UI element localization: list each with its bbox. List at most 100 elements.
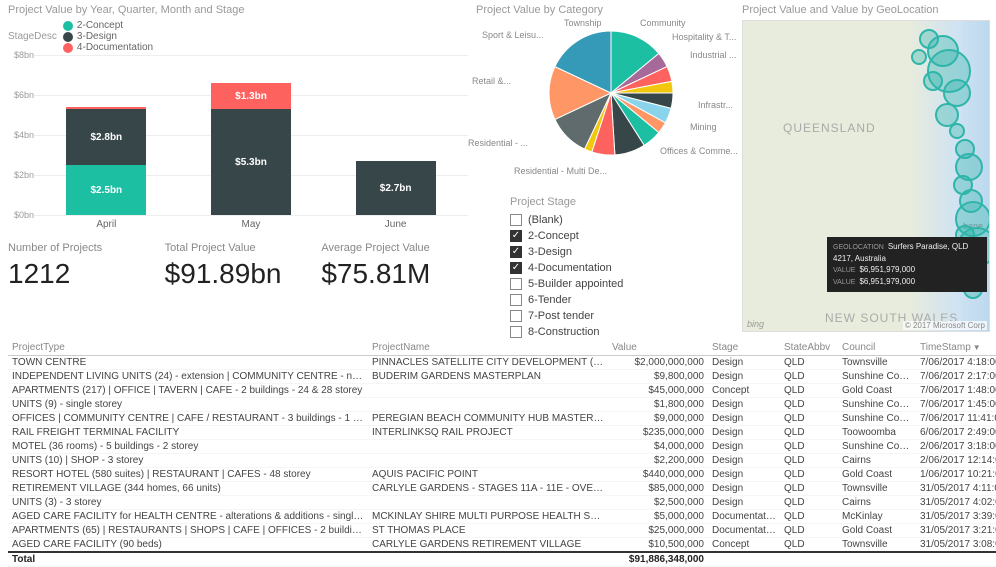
table-cell: QLD [780, 482, 838, 496]
table-cell: MOTEL (36 rooms) - 5 buildings - 2 store… [8, 440, 368, 454]
kpi-average: Average Project Value $75.81M [321, 242, 468, 290]
table-row[interactable]: TOWN CENTREPINNACLES SATELLITE CITY DEVE… [8, 356, 996, 370]
checkbox-icon[interactable] [510, 310, 522, 322]
table-row[interactable]: APARTMENTS (65) | RESTAURANTS | SHOPS | … [8, 524, 996, 538]
table-row[interactable]: RESORT HOTEL (580 suites) | RESTAURANT |… [8, 468, 996, 482]
bar-segment[interactable]: $2.7bn [356, 161, 436, 215]
table-cell: Toowoomba [838, 426, 916, 440]
bar-chart-area[interactable]: $0bn$2bn$4bn$6bn$8bn $2.5bn$2.8bn$5.3bn$… [28, 55, 468, 235]
table-header[interactable]: Value [608, 340, 708, 356]
y-axis-tick: $4bn [14, 130, 34, 140]
y-axis-tick: $0bn [14, 210, 34, 220]
table-row[interactable]: AGED CARE FACILITY for HEALTH CENTRE - a… [8, 510, 996, 524]
stage-filter-label: 6-Tender [528, 292, 571, 308]
table-cell: Gold Coast [838, 524, 916, 538]
checkbox-icon[interactable] [510, 214, 522, 226]
table-row[interactable]: APARTMENTS (217) | OFFICE | TAVERN | CAF… [8, 384, 996, 398]
table-cell: APARTMENTS (65) | RESTAURANTS | SHOPS | … [8, 524, 368, 538]
map-bubble[interactable] [911, 49, 927, 65]
stage-filter-item[interactable]: 5-Builder appointed [510, 276, 710, 292]
map-state-label: QUEENSLAND [783, 121, 876, 135]
stage-filter-item[interactable]: (Blank) [510, 212, 710, 228]
bar-chart-title: Project Value by Year, Quarter, Month an… [8, 4, 468, 16]
table-cell: INTERLINKSQ RAIL PROJECT [368, 426, 608, 440]
map-bubble[interactable] [923, 71, 943, 91]
table-row[interactable]: UNITS (9) - single storey$1,800,000Desig… [8, 398, 996, 412]
table-cell: RETIREMENT VILLAGE (344 homes, 66 units) [8, 482, 368, 496]
checkbox-icon[interactable] [510, 326, 522, 338]
table-row[interactable]: UNITS (10) | SHOP - 3 storey$2,200,000De… [8, 454, 996, 468]
checkbox-icon[interactable] [510, 294, 522, 306]
table-cell: QLD [780, 496, 838, 510]
map-bubble[interactable] [949, 123, 965, 139]
table-cell: BUDERIM GARDENS MASTERPLAN [368, 370, 608, 384]
table-cell: QLD [780, 356, 838, 370]
table-cell: UNITS (9) - single storey [8, 398, 368, 412]
bar-group[interactable]: $5.3bn$1.3bn [211, 83, 291, 215]
table-cell [368, 440, 608, 454]
legend-field-label: StageDesc [8, 31, 57, 42]
table-row[interactable]: RAIL FREIGHT TERMINAL FACILITYINTERLINKS… [8, 426, 996, 440]
table-cell: 2/06/2017 3:18:00 PM [916, 440, 996, 454]
table-cell: Design [708, 356, 780, 370]
table-cell: Townsville [838, 538, 916, 553]
checkbox-icon[interactable] [510, 278, 522, 290]
bar-segment[interactable]: $2.8bn [66, 109, 146, 165]
checkbox-icon[interactable]: ✓ [510, 246, 522, 258]
kpi-title: Number of Projects [8, 242, 155, 254]
stage-filter-item[interactable]: ✓3-Design [510, 244, 710, 260]
x-axis-label: April [66, 219, 146, 230]
bar-group[interactable]: $2.5bn$2.8bn [66, 107, 146, 215]
table-cell [368, 384, 608, 398]
bar-segment[interactable]: $1.3bn [211, 83, 291, 109]
kpi-title: Total Project Value [165, 242, 312, 254]
table-cell: CARLYLE GARDENS - STAGES 11A - 11E - OVE… [368, 482, 608, 496]
stage-filter-item[interactable]: 7-Post tender [510, 308, 710, 324]
legend-item[interactable]: 3-Design [63, 31, 153, 42]
table-header[interactable]: ProjectName [368, 340, 608, 356]
kpi-projects: Number of Projects 1212 [8, 242, 155, 290]
bar-segment[interactable]: $5.3bn [211, 109, 291, 215]
legend-item[interactable]: 2-Concept [63, 20, 153, 31]
table-cell: $25,000,000 [608, 524, 708, 538]
table-row[interactable]: RETIREMENT VILLAGE (344 homes, 66 units)… [8, 482, 996, 496]
table-cell: Design [708, 496, 780, 510]
pie-chart-area[interactable]: TownshipSport & Leisu...CommunityHospita… [476, 20, 736, 190]
legend-item[interactable]: 4-Documentation [63, 42, 153, 53]
table-row[interactable]: OFFICES | COMMUNITY CENTRE | CAFE / REST… [8, 412, 996, 426]
x-axis-label: June [356, 219, 436, 230]
table-header[interactable]: Stage [708, 340, 780, 356]
table-header[interactable]: TimeStamp▼ [916, 340, 996, 356]
stage-filter-item[interactable]: 8-Construction [510, 324, 710, 340]
kpi-title: Average Project Value [321, 242, 468, 254]
data-table[interactable]: ProjectTypeProjectNameValueStageStateAbb… [8, 340, 996, 567]
checkbox-icon[interactable]: ✓ [510, 262, 522, 274]
bar-segment[interactable]: $2.5bn [66, 165, 146, 215]
bar-group[interactable]: $2.7bn [356, 161, 436, 215]
map-area[interactable]: QUEENSLAND NEW SOUTH WALES bane GEOLOCAT… [742, 20, 990, 332]
table-row[interactable]: AGED CARE FACILITY (90 beds)CARLYLE GARD… [8, 538, 996, 553]
table-cell [368, 398, 608, 412]
pie-slice-label: Residential - ... [468, 138, 528, 148]
table-row[interactable]: UNITS (3) - 3 storey$2,500,000DesignQLDC… [8, 496, 996, 510]
table-cell: PEREGIAN BEACH COMMUNITY HUB MASTERPLAN [368, 412, 608, 426]
table-cell: AQUIS PACIFIC POINT [368, 468, 608, 482]
stage-filter-item[interactable]: 6-Tender [510, 292, 710, 308]
table-row[interactable]: INDEPENDENT LIVING UNITS (24) - extensio… [8, 370, 996, 384]
table-cell: $1,800,000 [608, 398, 708, 412]
table-cell: 31/05/2017 3:08:00 PM [916, 538, 996, 553]
table-row[interactable]: MOTEL (36 rooms) - 5 buildings - 2 store… [8, 440, 996, 454]
table-cell: QLD [780, 398, 838, 412]
stage-filter-item[interactable]: ✓4-Documentation [510, 260, 710, 276]
table-cell: QLD [780, 538, 838, 553]
table-cell: $9,800,000 [608, 370, 708, 384]
table-cell: $10,500,000 [608, 538, 708, 553]
table-cell: UNITS (3) - 3 storey [8, 496, 368, 510]
table-cell: Design [708, 454, 780, 468]
checkbox-icon[interactable]: ✓ [510, 230, 522, 242]
stage-filter-item[interactable]: ✓2-Concept [510, 228, 710, 244]
table-header[interactable]: StateAbbv [780, 340, 838, 356]
table-header[interactable]: ProjectType [8, 340, 368, 356]
table-header[interactable]: Council [838, 340, 916, 356]
legend-swatch [63, 43, 73, 53]
